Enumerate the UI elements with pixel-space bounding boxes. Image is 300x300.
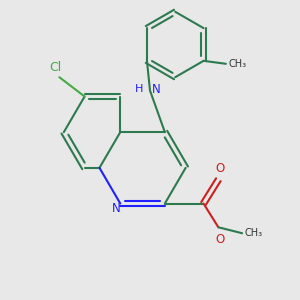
Text: N: N <box>152 83 160 97</box>
Text: H: H <box>135 84 143 94</box>
Text: CH₃: CH₃ <box>228 59 246 69</box>
Text: Cl: Cl <box>49 61 61 74</box>
Text: O: O <box>215 162 224 175</box>
Text: O: O <box>215 233 224 246</box>
Text: CH₃: CH₃ <box>244 228 262 238</box>
Text: N: N <box>111 202 120 215</box>
